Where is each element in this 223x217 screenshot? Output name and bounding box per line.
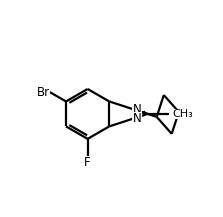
Text: Br: Br — [37, 85, 50, 99]
Text: CH₃: CH₃ — [172, 109, 193, 119]
Text: N: N — [133, 112, 142, 125]
Text: N: N — [133, 103, 142, 116]
Text: F: F — [84, 156, 91, 169]
